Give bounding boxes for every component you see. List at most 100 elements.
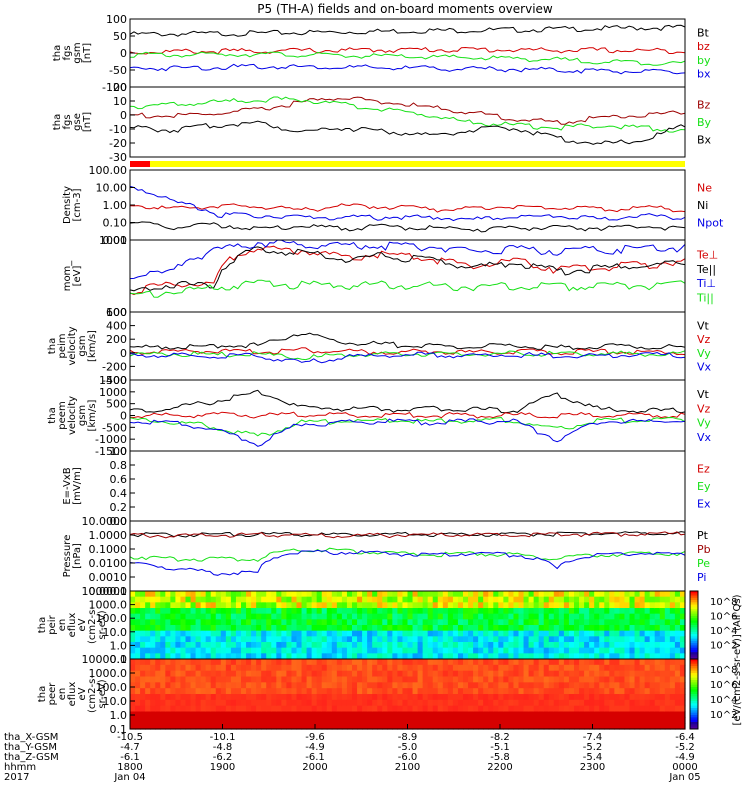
- heatmap-cell: [407, 625, 414, 632]
- heatmap-cell: [452, 723, 459, 730]
- heatmap-cell: [281, 642, 288, 649]
- heatmap-cell: [422, 659, 429, 666]
- heatmap-cell: [493, 630, 499, 637]
- heatmap-cell: [175, 653, 182, 660]
- heatmap-cell: [407, 613, 414, 620]
- heatmap-cell: [185, 608, 192, 615]
- heatmap-cell: [336, 699, 343, 707]
- heatmap-cell: [225, 694, 232, 701]
- heatmap-cell: [145, 647, 151, 654]
- heatmap-cell: [357, 717, 363, 724]
- heatmap-cell: [140, 688, 146, 695]
- heatmap-cell: [190, 664, 197, 672]
- heatmap-cell: [387, 613, 393, 620]
- heatmap-cell: [498, 630, 504, 637]
- heatmap-cell: [220, 642, 227, 649]
- heatmap-cell: [669, 608, 676, 615]
- heatmap-cell: [190, 647, 197, 654]
- heatmap-cell: [331, 642, 338, 649]
- heatmap-cell: [538, 717, 545, 724]
- heatmap-cell: [543, 636, 550, 643]
- heatmap-cell: [432, 723, 439, 730]
- heatmap-cell: [281, 723, 288, 730]
- heatmap-cell: [180, 694, 187, 701]
- heatmap-cell: [367, 619, 373, 626]
- heatmap-cell: [190, 670, 197, 678]
- heatmap-cell: [528, 682, 535, 689]
- heatmap-cell: [473, 694, 479, 701]
- heatmap-cell: [357, 694, 363, 701]
- heatmap-cell: [130, 619, 136, 626]
- heatmap-cell: [251, 711, 257, 718]
- heatmap-cell: [473, 625, 479, 632]
- heatmap-cell: [311, 682, 318, 689]
- heatmap-cell: [256, 602, 262, 609]
- legend-Ti||: Ti||: [696, 292, 714, 305]
- heatmap-cell: [609, 699, 615, 707]
- heatmap-cell: [508, 636, 515, 643]
- heatmap-cell: [205, 647, 212, 654]
- heatmap-cell: [402, 670, 409, 678]
- heatmap-cell: [382, 608, 388, 615]
- y-axis-label-line: tha: [52, 45, 63, 61]
- y-axis-label-line: eflux: [67, 613, 78, 638]
- heatmap-cell: [412, 625, 419, 632]
- heatmap-cell: [634, 711, 641, 718]
- heatmap-cell: [387, 636, 393, 643]
- heatmap-cell: [286, 664, 293, 672]
- heatmap-cell: [422, 664, 429, 672]
- y-tick-label: 0: [120, 109, 127, 122]
- y-axis-label-line: mom_: [62, 260, 73, 292]
- heatmap-cell: [225, 625, 232, 632]
- heatmap-cell: [286, 653, 293, 660]
- heatmap-cell: [291, 659, 298, 666]
- heatmap-cell: [579, 699, 585, 707]
- heatmap-cell: [372, 676, 378, 683]
- heatmap-cell: [417, 694, 424, 701]
- heatmap-cell: [644, 591, 651, 598]
- heatmap-cell: [296, 636, 303, 643]
- heatmap-cell: [321, 676, 328, 683]
- heatmap-cell: [528, 699, 535, 707]
- heatmap-cell: [427, 694, 434, 701]
- heatmap-cell: [478, 596, 484, 603]
- heatmap-cell: [629, 642, 636, 649]
- heatmap-cell: [553, 694, 560, 701]
- heatmap-cell: [311, 619, 318, 626]
- heatmap-cell: [437, 705, 444, 713]
- heatmap-cell: [346, 664, 353, 672]
- heatmap-cell: [614, 682, 621, 689]
- heatmap-cell: [483, 608, 489, 615]
- heatmap-cell: [412, 596, 419, 603]
- heatmap-cell: [326, 630, 333, 637]
- heatmap-cell: [215, 636, 222, 643]
- heatmap-cell: [321, 694, 328, 701]
- heatmap-cell: [392, 596, 399, 603]
- heatmap-cell: [306, 694, 313, 701]
- heatmap-cell: [291, 676, 298, 683]
- heatmap-cell: [402, 705, 409, 713]
- heatmap-cell: [362, 688, 368, 695]
- heatmap-cell: [175, 630, 182, 637]
- heatmap-cell: [468, 670, 474, 678]
- heatmap-cell: [614, 659, 621, 666]
- y-axis-label-line: fgs: [62, 114, 73, 129]
- heatmap-cell: [649, 602, 656, 609]
- heatmap-cell: [609, 682, 615, 689]
- heatmap-cell: [427, 625, 434, 632]
- x-tick-label: -6.1: [305, 752, 325, 763]
- heatmap-cell: [271, 659, 277, 666]
- y-tick-label: -200: [102, 360, 127, 373]
- heatmap-cell: [463, 723, 469, 730]
- heatmap-cell: [170, 723, 177, 730]
- heatmap-cell: [155, 682, 161, 689]
- heatmap-cell: [296, 608, 303, 615]
- y-tick-label: 0.1000: [89, 543, 128, 556]
- heatmap-cell: [594, 664, 600, 672]
- heatmap-cell: [619, 647, 626, 654]
- heatmap-cell: [669, 688, 676, 695]
- heatmap-cell: [155, 625, 161, 632]
- heatmap-cell: [402, 717, 409, 724]
- y-tick-label: 0.4: [110, 487, 128, 500]
- heatmap-cell: [508, 682, 515, 689]
